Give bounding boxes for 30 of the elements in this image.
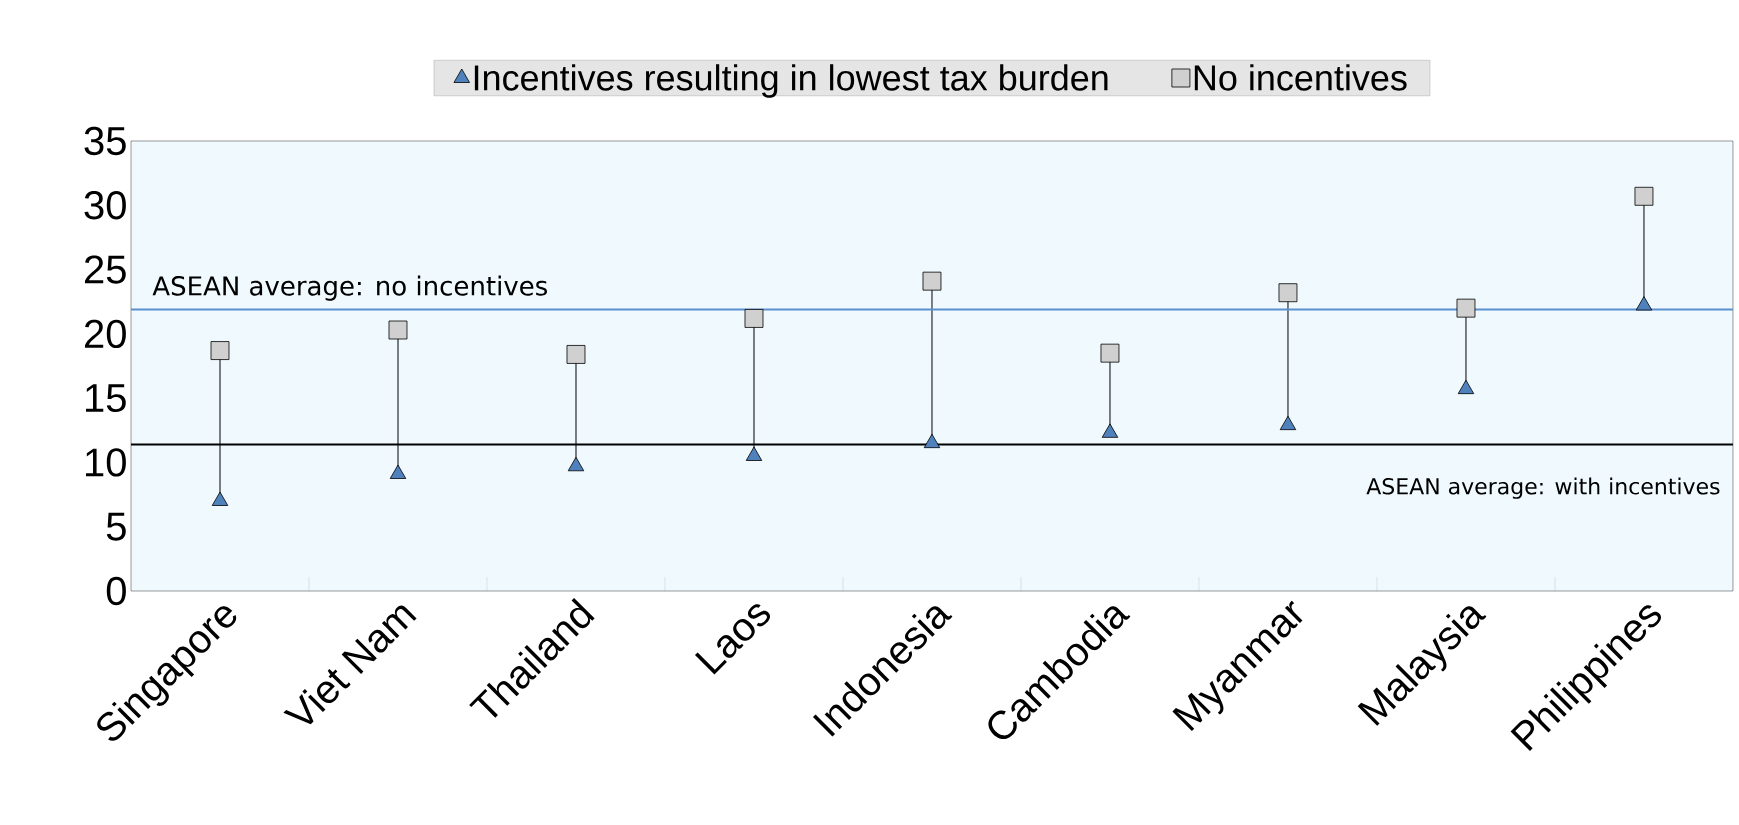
y-tick-label: 5	[106, 512, 126, 541]
point	[389, 464, 407, 479]
y-tick-label: 20	[84, 319, 126, 349]
point	[1101, 423, 1119, 438]
point	[922, 271, 942, 291]
y-tick-label: 30	[84, 191, 126, 220]
y-tick-label: 0	[106, 576, 126, 606]
point	[1634, 186, 1654, 206]
y-tick-label: 35	[84, 126, 126, 156]
point	[1635, 296, 1653, 311]
point	[210, 341, 230, 360]
legend-label: No incentives	[1194, 64, 1407, 91]
point	[1457, 379, 1475, 395]
ref-line-label: ASEAN average: no incentives	[152, 275, 547, 301]
point	[923, 433, 941, 449]
point	[1278, 283, 1298, 303]
legend-label: Incentives resulting in lowest tax burden	[474, 64, 1108, 98]
point	[745, 446, 763, 461]
point	[388, 320, 408, 340]
point	[566, 345, 586, 364]
ref-line-label: ASEAN average: with incentives	[1366, 477, 1720, 499]
point	[211, 491, 229, 506]
point	[744, 309, 764, 328]
point	[1100, 343, 1120, 363]
y-tick-label: 25	[84, 255, 126, 284]
point	[1456, 298, 1476, 318]
y-tick-label: 10	[86, 448, 126, 477]
point	[567, 456, 585, 472]
y-tick-label: 15	[86, 384, 126, 413]
point	[1279, 415, 1297, 431]
